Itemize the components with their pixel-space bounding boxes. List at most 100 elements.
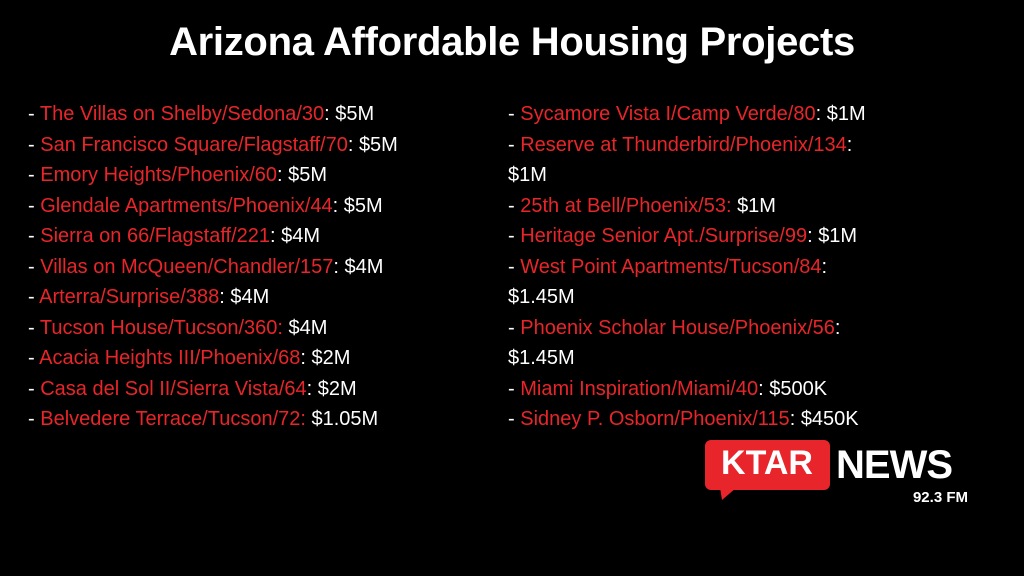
project-item: - Acacia Heights III/Phoenix/68: $2M [28, 343, 508, 374]
bullet: - [508, 408, 515, 430]
funding-amount: $500K [769, 377, 828, 400]
separator: : [324, 103, 330, 125]
separator: : [306, 377, 313, 400]
funding-amount: $5M [358, 133, 398, 156]
funding-amount: $1M [508, 164, 547, 186]
separator: : [270, 225, 276, 247]
separator: : [333, 255, 339, 278]
bullet: - [508, 194, 515, 217]
title: Arizona Affordable Housing Projects [169, 20, 855, 64]
project-name: Belvedere Terrace/Tucson/72: [40, 408, 306, 430]
bullet: - [28, 255, 35, 278]
project-item: - Villas on McQueen/Chandler/157: $4M [28, 252, 508, 283]
project-item: - Glendale Apartments/Phoenix/44: $5M [28, 191, 508, 222]
funding-amount: $1.45M [508, 347, 575, 369]
funding-amount: $5M [335, 103, 375, 125]
separator: : [846, 133, 853, 156]
bullet: - [508, 316, 515, 339]
project-item: - The Villas on Shelby/Sedona/30: $5M [28, 99, 508, 130]
project-item: - Miami Inspiration/Miami/40: $500K [508, 374, 988, 405]
separator: : [815, 103, 822, 125]
bullet: - [508, 103, 515, 125]
logo: KTAR NEWS 92.3 FM [705, 440, 968, 506]
bullet: - [28, 408, 35, 430]
project-name: Heritage Senior Apt./Surprise/99 [520, 225, 808, 247]
funding-amount: $4M [344, 255, 384, 278]
project-name: 25th at Bell/Phoenix/53: [520, 194, 732, 217]
bullet: - [28, 194, 35, 217]
project-item: - San Francisco Square/Flagstaff/70: $5M [28, 130, 508, 161]
project-item: - Arterra/Surprise/388: $4M [28, 282, 508, 313]
project-name: Phoenix Scholar House/Phoenix/56 [520, 316, 835, 339]
project-item: - Belvedere Terrace/Tucson/72: $1.05M [28, 404, 508, 435]
funding-amount: $4M [281, 225, 321, 247]
logo-brand: KTAR [721, 444, 813, 482]
logo-frequency: 92.3 FM [913, 489, 968, 506]
project-name: Sierra on 66/Flagstaff/221 [40, 225, 271, 247]
project-name: The Villas on Shelby/Sedona/30 [39, 103, 325, 125]
separator: : [347, 133, 354, 156]
column: - Sycamore Vista I/Camp Verde/80: $1M - R… [508, 99, 988, 435]
separator: : [758, 377, 764, 400]
project-item: - Heritage Senior Apt./Surprise/99: $1M [508, 221, 988, 252]
separator: : [277, 164, 283, 186]
project-name: Acacia Heights III/Phoenix/68 [39, 347, 301, 369]
bullet: - [508, 225, 515, 247]
bullet: - [508, 133, 515, 156]
funding-amount: $5M [288, 164, 328, 186]
funding-amount: $2M [317, 377, 357, 400]
funding-amount: $1M [818, 225, 858, 247]
bullet: - [28, 103, 35, 125]
separator: : [821, 255, 828, 278]
project-item: - Casa del Sol II/Sierra Vista/64: $2M [28, 374, 508, 405]
funding-amount: $5M [343, 194, 383, 217]
bullet: - [28, 225, 35, 247]
project-item: - Sierra on 66/Flagstaff/221: $4M [28, 221, 508, 252]
separator: : [332, 194, 339, 217]
bullet: - [28, 164, 35, 186]
logo-word: NEWS [836, 443, 952, 487]
project-name: Emory Heights/Phoenix/60 [40, 164, 278, 186]
bullet: - [28, 133, 35, 156]
funding-amount: $1.05M [311, 408, 379, 430]
project-item: - Phoenix Scholar House/Phoenix/56: $1.4… [508, 313, 988, 374]
project-name: Miami Inspiration/Miami/40 [520, 377, 759, 400]
project-name: Sycamore Vista I/Camp Verde/80 [520, 103, 816, 125]
separator: : [834, 316, 841, 339]
project-item: - Tucson House/Tucson/360: $4M [28, 313, 508, 344]
separator: : [789, 408, 796, 430]
separator: : [807, 225, 813, 247]
bullet: - [28, 286, 35, 308]
bullet: - [28, 347, 35, 369]
project-name: Reserve at Thunderbird/Phoenix/134 [520, 133, 847, 156]
funding-amount: $2M [311, 347, 351, 369]
funding-amount: $1.45M [508, 286, 575, 308]
funding-amount: $1M [737, 194, 776, 217]
logo-tail [720, 488, 736, 500]
bullet: - [28, 316, 35, 339]
project-name: Glendale Apartments/Phoenix/44 [40, 194, 333, 217]
project-name: West Point Apartments/Tucson/84 [520, 255, 822, 278]
project-item: - Sycamore Vista I/Camp Verde/80: $1M [508, 99, 988, 130]
funding-amount: $4M [230, 286, 270, 308]
project-name: Casa del Sol II/Sierra Vista/64 [40, 377, 307, 400]
funding-amount: $450K [800, 408, 859, 430]
project-name: Tucson House/Tucson/360: [39, 316, 283, 339]
funding-amount: $1M [826, 103, 866, 125]
project-item: - 25th at Bell/Phoenix/53: $1M [508, 191, 988, 222]
funding-amount: $4M [288, 316, 328, 339]
logo-box [705, 440, 830, 490]
project-item: - Emory Heights/Phoenix/60: $5M [28, 160, 508, 191]
project-name: Sidney P. Osborn/Phoenix/115 [520, 408, 790, 430]
project-item: - Reserve at Thunderbird/Phoenix/134: $1… [508, 130, 988, 191]
project-name: Villas on McQueen/Chandler/157 [40, 255, 334, 278]
project-name: Arterra/Surprise/388 [39, 286, 220, 308]
bullet: - [508, 377, 515, 400]
project-item: - West Point Apartments/Tucson/84: $1.45… [508, 252, 988, 313]
project-name: San Francisco Square/Flagstaff/70 [40, 133, 348, 156]
project-item: - Sidney P. Osborn/Phoenix/115: $450K [508, 404, 988, 435]
separator: : [219, 286, 225, 308]
column: - The Villas on Shelby/Sedona/30: $5M - S… [28, 99, 508, 435]
bullet: - [28, 377, 35, 400]
